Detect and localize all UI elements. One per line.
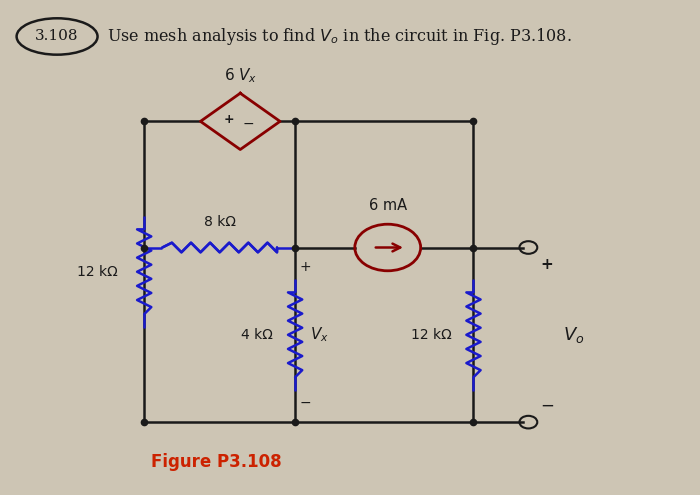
Text: 12 kΩ: 12 kΩ: [78, 265, 118, 279]
Text: 4 kΩ: 4 kΩ: [241, 328, 273, 342]
Text: 6 mA: 6 mA: [369, 198, 407, 212]
Text: 3.108: 3.108: [35, 30, 79, 44]
Text: +: +: [224, 113, 234, 126]
Text: 8 kΩ: 8 kΩ: [204, 215, 236, 229]
Text: $V_o$: $V_o$: [563, 325, 584, 345]
Text: 12 kΩ: 12 kΩ: [411, 328, 452, 342]
Ellipse shape: [17, 18, 97, 54]
Text: +: +: [540, 257, 554, 272]
Text: −: −: [540, 396, 554, 414]
Text: 6 $V_x$: 6 $V_x$: [223, 66, 257, 85]
Text: −: −: [300, 396, 312, 410]
Text: Figure P3.108: Figure P3.108: [151, 452, 281, 471]
Text: +: +: [300, 260, 312, 274]
Text: Use mesh analysis to find $V_o$ in the circuit in Fig. P3.108.: Use mesh analysis to find $V_o$ in the c…: [102, 26, 571, 47]
Text: $V_x$: $V_x$: [310, 326, 329, 344]
Text: −: −: [243, 117, 254, 131]
